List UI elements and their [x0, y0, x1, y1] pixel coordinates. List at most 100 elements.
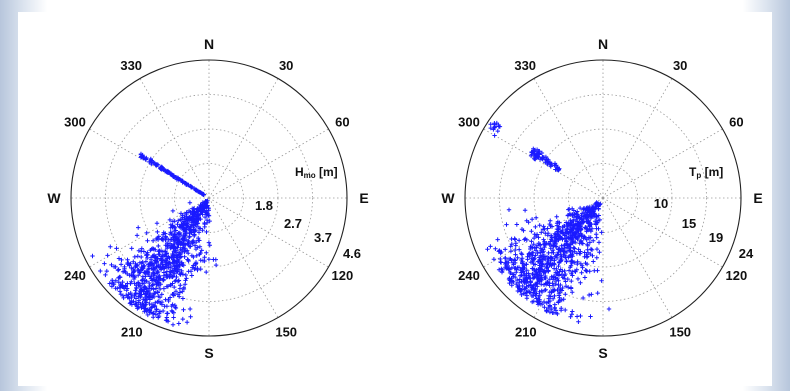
- data-point: [129, 300, 134, 305]
- data-point: [166, 237, 171, 242]
- data-point: [548, 294, 553, 299]
- data-point: [169, 231, 174, 236]
- data-point: [164, 263, 169, 268]
- data-point: [194, 210, 200, 215]
- data-point: [149, 261, 154, 267]
- data-point: [102, 261, 107, 266]
- data-point: [143, 292, 149, 297]
- angle-label-30: 30: [673, 58, 687, 73]
- data-point: [580, 241, 585, 246]
- data-point: [132, 254, 137, 260]
- data-point: [574, 229, 579, 235]
- data-point: [181, 219, 187, 224]
- angle-label-s: S: [598, 345, 607, 361]
- grid-ring-1: [568, 163, 638, 233]
- data-point: [180, 179, 186, 184]
- data-point: [146, 295, 151, 300]
- data-point: [146, 280, 152, 286]
- data-point: [131, 272, 136, 278]
- data-point: [181, 286, 187, 292]
- data-point: [532, 262, 538, 267]
- data-point: [510, 260, 516, 265]
- data-point: [154, 270, 160, 276]
- data-point: [585, 247, 590, 252]
- data-point: [514, 222, 519, 227]
- data-point: [569, 252, 575, 257]
- data-point: [547, 283, 552, 288]
- data-point: [174, 253, 179, 258]
- data-point: [541, 299, 547, 305]
- data-point: [485, 247, 490, 252]
- data-point: [150, 246, 156, 251]
- data-point: [528, 246, 533, 252]
- data-point: [169, 274, 174, 279]
- data-point: [594, 200, 599, 205]
- data-point: [543, 269, 548, 274]
- data-point: [529, 239, 534, 244]
- data-point: [544, 309, 549, 314]
- data-point: [171, 310, 176, 315]
- data-point: [538, 246, 543, 251]
- data-point: [154, 281, 159, 286]
- grid-ring-1: [174, 163, 244, 233]
- scatter-points: [485, 120, 612, 324]
- radial-tick-label: 3.7: [314, 230, 332, 245]
- data-point: [516, 238, 522, 243]
- data-point: [137, 288, 143, 294]
- data-point: [131, 259, 136, 264]
- data-point: [606, 306, 612, 312]
- data-point: [575, 276, 581, 282]
- data-point: [173, 305, 179, 311]
- data-point: [541, 237, 546, 242]
- data-point: [589, 247, 595, 253]
- data-point: [579, 213, 584, 218]
- data-point: [153, 162, 158, 167]
- data-point: [178, 242, 183, 247]
- data-point: [204, 269, 209, 275]
- data-point: [539, 230, 544, 235]
- data-point: [151, 252, 157, 258]
- data-point: [572, 246, 577, 251]
- data-point: [535, 250, 540, 256]
- data-point: [116, 267, 121, 272]
- data-point: [152, 303, 158, 309]
- data-point: [159, 292, 164, 297]
- data-point: [154, 264, 159, 269]
- data-point: [571, 230, 577, 235]
- data-point: [595, 290, 600, 296]
- data-point: [176, 258, 182, 264]
- data-point: [496, 267, 502, 272]
- data-point: [207, 218, 212, 224]
- data-point: [169, 303, 174, 309]
- data-point: [180, 289, 185, 294]
- data-point: [144, 252, 149, 257]
- data-point: [160, 253, 165, 258]
- data-point: [565, 222, 571, 227]
- data-point: [190, 215, 195, 221]
- data-point: [516, 265, 522, 270]
- data-point: [523, 236, 528, 241]
- data-point: [136, 305, 141, 310]
- data-point: [171, 291, 177, 297]
- data-point: [118, 262, 124, 267]
- data-point: [186, 215, 192, 220]
- data-point: [551, 288, 557, 294]
- data-point: [526, 283, 531, 288]
- data-point: [109, 284, 115, 289]
- data-point: [176, 267, 182, 272]
- data-point: [566, 235, 572, 240]
- data-point: [597, 217, 602, 223]
- data-point: [527, 273, 532, 278]
- data-point: [213, 262, 219, 268]
- figure-panel: N 30 60 E 120 150 S 210 240 W 300 330 1.8 2.7 3.7 4.6 Hm…: [18, 12, 772, 386]
- data-point: [556, 282, 561, 288]
- data-point: [537, 293, 542, 298]
- data-point: [508, 249, 514, 254]
- data-point: [542, 305, 547, 310]
- data-point: [565, 276, 570, 282]
- data-point: [588, 251, 593, 257]
- data-point: [520, 265, 525, 271]
- data-point: [576, 214, 581, 220]
- data-point: [580, 295, 586, 301]
- grid-ring-2: [533, 128, 673, 268]
